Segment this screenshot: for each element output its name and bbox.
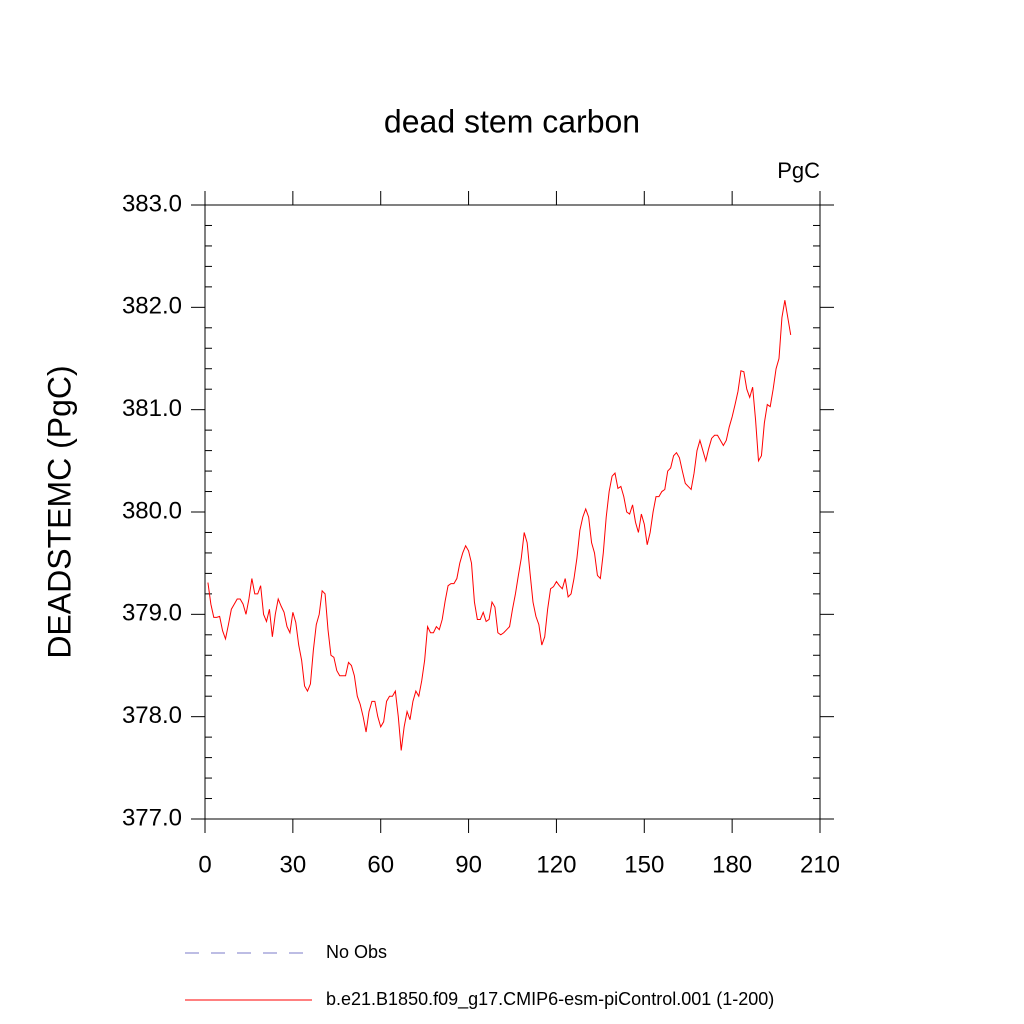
x-tick-label: 180 [712, 851, 752, 878]
y-tick-label: 382.0 [122, 293, 182, 320]
y-tick-label: 378.0 [122, 702, 182, 729]
legend-label: b.e21.B1850.f09_g17.CMIP6-esm-piControl.… [326, 989, 774, 1010]
x-tick-label: 90 [455, 851, 482, 878]
units-label: PgC [777, 158, 820, 183]
plot-frame [204, 204, 821, 820]
x-tick-label: 60 [367, 851, 394, 878]
y-tick-label: 380.0 [122, 497, 182, 524]
y-axis-label: DEADSTEMC (PgC) [41, 365, 77, 658]
x-tick-label: 210 [800, 851, 840, 878]
data-line [207, 300, 792, 751]
y-tick-label: 377.0 [122, 804, 182, 831]
x-tick-label: 30 [280, 851, 307, 878]
y-tick-label: 381.0 [122, 395, 182, 422]
y-tick-label: 383.0 [122, 190, 182, 217]
x-tick-label: 120 [536, 851, 576, 878]
y-tick-label: 379.0 [122, 600, 182, 627]
chart-title: dead stem carbon [384, 103, 640, 139]
x-tick-label: 0 [198, 851, 211, 878]
x-tick-label: 150 [624, 851, 664, 878]
legend-label: No Obs [326, 942, 387, 962]
